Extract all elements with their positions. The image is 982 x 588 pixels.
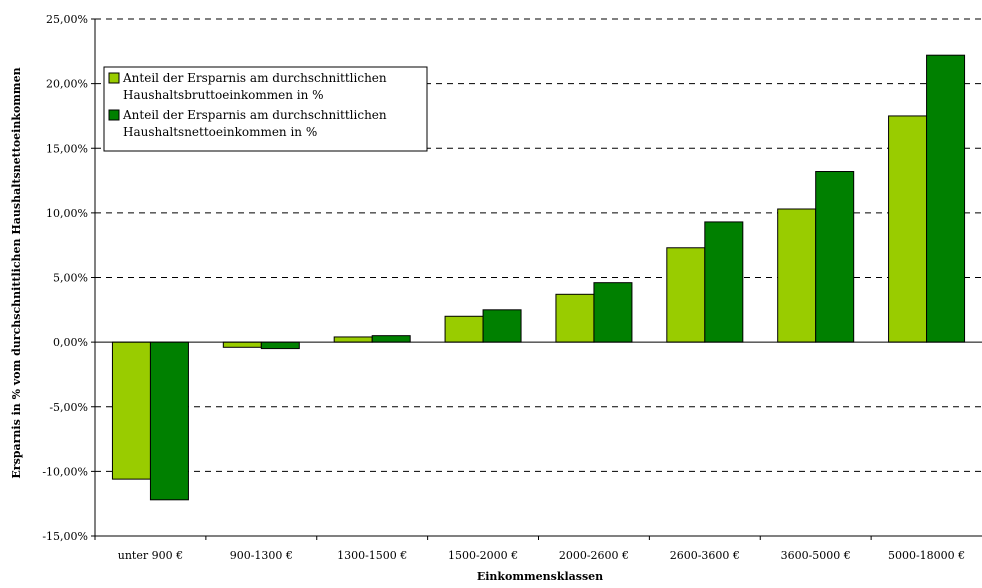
x-tick-label: 2600-3600 € bbox=[670, 549, 740, 562]
bar-series-2 bbox=[704, 221, 744, 343]
x-axis-ticks: unter 900 € 900-1300 € 1300-1500 € 1500-200… bbox=[94, 536, 965, 562]
bar-series-1 bbox=[444, 315, 484, 343]
legend-label: Haushaltsbruttoeinkommen in % bbox=[123, 88, 324, 102]
y-tick-label: 20,00% bbox=[46, 78, 88, 91]
legend-box bbox=[103, 66, 428, 152]
bar-series-1 bbox=[777, 208, 817, 343]
y-tick-label: 0,00% bbox=[53, 336, 88, 349]
y-tick-label: 25,00% bbox=[46, 13, 88, 26]
bar-series-1 bbox=[111, 341, 151, 480]
y-tick-label: 5,00% bbox=[53, 272, 88, 285]
bar-series-1 bbox=[666, 247, 706, 343]
legend-swatch bbox=[108, 72, 120, 84]
bar-series-1 bbox=[333, 336, 373, 343]
x-tick-label: 1300-1500 € bbox=[337, 549, 407, 562]
x-tick-label: 900-1300 € bbox=[230, 549, 293, 562]
y-tick-label: -15,00% bbox=[42, 530, 88, 543]
x-tick-label: 3600-5000 € bbox=[781, 549, 851, 562]
y-tick-label: -10,00% bbox=[42, 465, 88, 478]
bar-series-2 bbox=[260, 341, 300, 350]
x-axis-title: Einkommensklassen bbox=[477, 570, 603, 583]
legend-swatch bbox=[108, 109, 120, 121]
legend-label: Haushaltsnettoeinkommen in % bbox=[123, 125, 317, 139]
y-axis-ticks: 25,00% 20,00% 15,00% 10,00% 5,00% 0,00% -5,00%… bbox=[42, 13, 95, 543]
legend-label: Anteil der Ersparnis am durchschnittlich… bbox=[122, 71, 387, 85]
bar-series-2 bbox=[926, 54, 966, 343]
y-axis-title: Ersparnis in % vom durchschnittlichen Ha… bbox=[10, 67, 23, 478]
x-tick-label: unter 900 € bbox=[118, 549, 183, 562]
bars bbox=[111, 54, 966, 501]
bar-series-1 bbox=[888, 115, 928, 343]
legend-label: Anteil der Ersparnis am durchschnittlich… bbox=[122, 108, 387, 122]
bar-series-2 bbox=[815, 171, 855, 343]
bar-series-1 bbox=[555, 293, 595, 343]
y-tick-label: 10,00% bbox=[46, 207, 88, 220]
bar-series-2 bbox=[371, 335, 411, 343]
x-tick-label: 1500-2000 € bbox=[448, 549, 518, 562]
x-tick-label: 5000-18000 € bbox=[888, 549, 965, 562]
legend: Anteil der Ersparnis am durchschnittlich… bbox=[103, 66, 428, 152]
x-tick-label: 2000-2600 € bbox=[559, 549, 629, 562]
bar-series-2 bbox=[149, 341, 189, 501]
y-tick-label: 15,00% bbox=[46, 142, 88, 155]
y-tick-label: -5,00% bbox=[49, 401, 88, 414]
bar-series-2 bbox=[482, 309, 522, 343]
bar-series-2 bbox=[593, 282, 633, 343]
bar-series-1 bbox=[222, 341, 262, 348]
